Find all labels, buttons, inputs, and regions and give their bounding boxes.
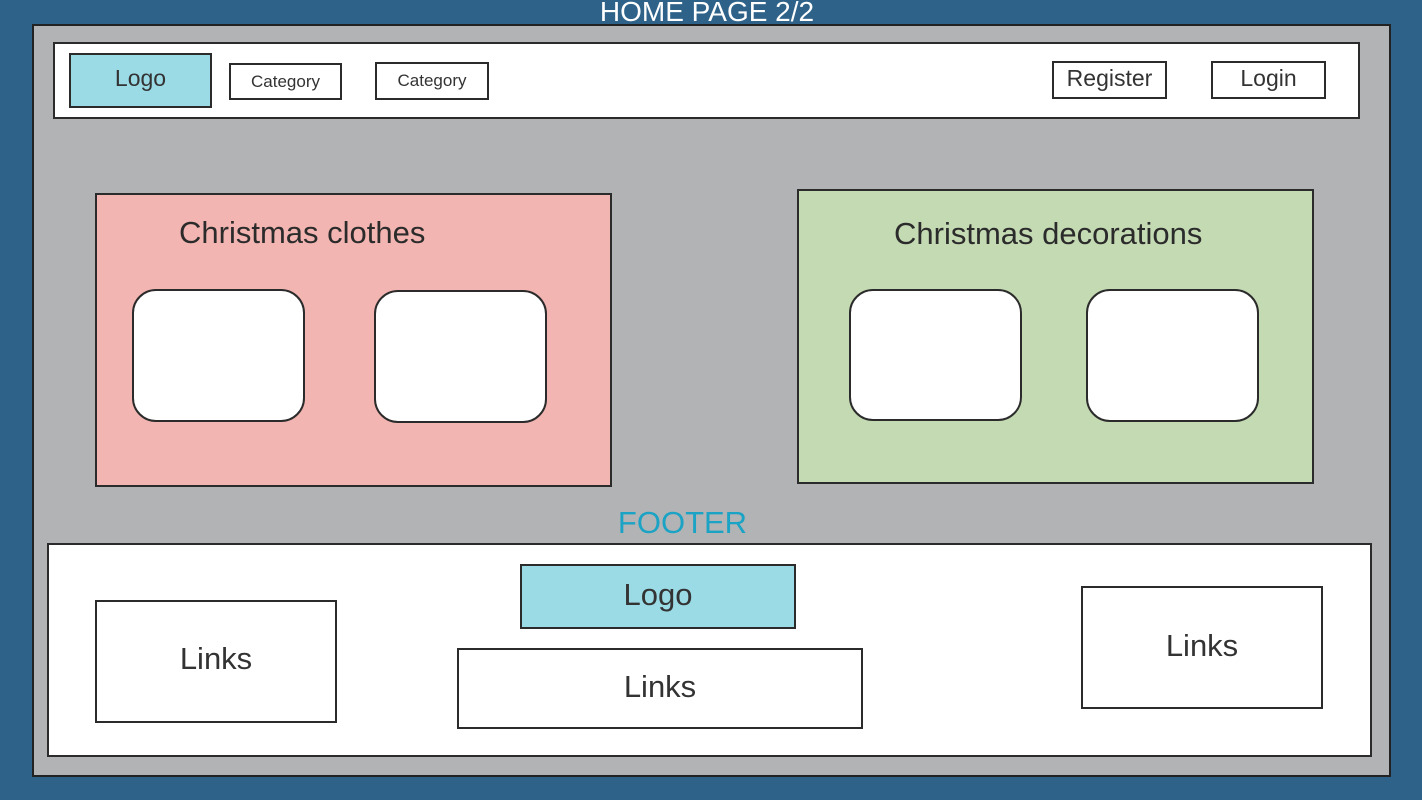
- login-button[interactable]: Login: [1211, 61, 1326, 99]
- footer-links-left[interactable]: Links: [95, 600, 337, 723]
- header-logo-label: Logo: [114, 65, 167, 91]
- footer-links-center[interactable]: Links: [457, 648, 863, 729]
- footer-links-left-label: Links: [179, 640, 253, 676]
- decorations-product-card-1[interactable]: [849, 289, 1022, 421]
- christmas-clothes-title: Christmas clothes: [179, 215, 426, 250]
- nav-category-2-label: Category: [397, 71, 467, 90]
- decorations-product-card-2[interactable]: [1086, 289, 1259, 422]
- clothes-product-card-2[interactable]: [374, 290, 547, 423]
- nav-category-2[interactable]: Category: [375, 62, 489, 100]
- login-button-label: Login: [1240, 65, 1297, 91]
- footer-links-right-label: Links: [1165, 627, 1239, 663]
- register-button-label: Register: [1066, 65, 1153, 91]
- footer-links-center-label: Links: [623, 668, 697, 704]
- clothes-product-card-1[interactable]: [132, 289, 305, 422]
- register-button[interactable]: Register: [1052, 61, 1167, 99]
- footer-logo[interactable]: Logo: [520, 564, 796, 629]
- nav-category-1-label: Category: [251, 71, 320, 91]
- footer-label: FOOTER: [617, 505, 748, 540]
- christmas-decorations-title: Christmas decorations: [894, 216, 1203, 251]
- footer-links-right[interactable]: Links: [1081, 586, 1323, 709]
- header-logo[interactable]: Logo: [69, 53, 212, 108]
- footer-logo-label: Logo: [623, 576, 693, 612]
- page-title: HOME PAGE 2/2: [599, 0, 815, 27]
- nav-category-1[interactable]: Category: [229, 63, 342, 100]
